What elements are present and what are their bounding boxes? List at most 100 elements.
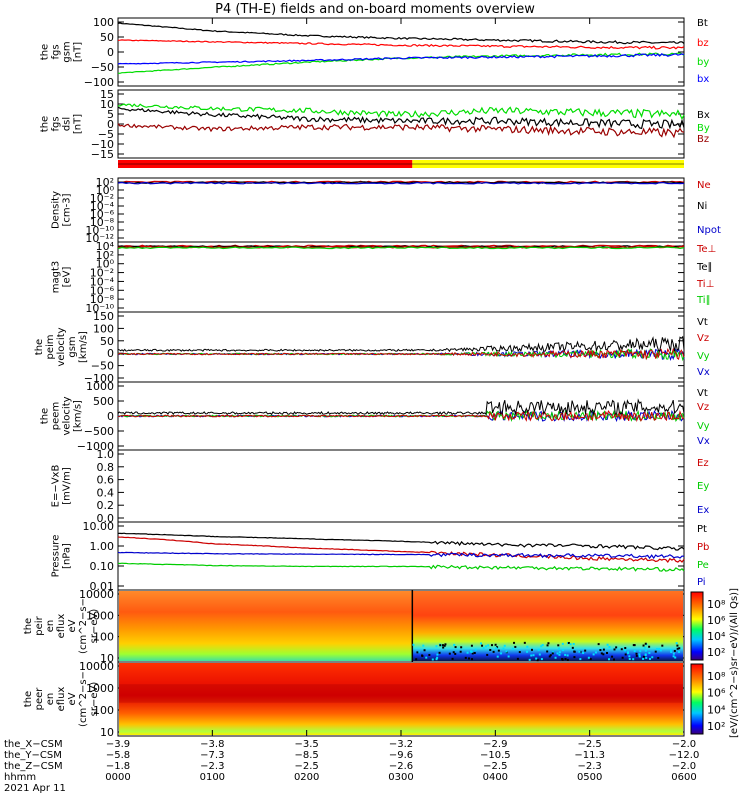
ytick-label: 1000 <box>86 609 114 622</box>
spectrogram-speckle <box>416 651 419 654</box>
legend-Te⊥: Te⊥ <box>696 244 716 255</box>
colorbar-tick: 10² <box>707 646 725 659</box>
xtick-label: −5.8 <box>106 750 130 761</box>
spectrogram-speckle <box>436 653 439 656</box>
spectrogram-speckle <box>490 644 493 647</box>
spectrogram-speckle <box>562 649 565 652</box>
series-Bz <box>117 123 685 139</box>
series-Vt <box>117 335 685 353</box>
spectrogram-speckle <box>573 656 576 659</box>
legend-Ex: Ex <box>697 505 709 516</box>
spectrogram-speckle <box>526 650 529 653</box>
ytick-label: 1000 <box>86 380 114 393</box>
ylabel-line: [eV] <box>62 267 73 288</box>
spectrogram-speckle <box>589 658 592 661</box>
spectrogram-speckle <box>657 657 660 660</box>
spectrogram-speckle <box>643 646 646 649</box>
spectrogram-speckle <box>566 658 569 661</box>
spectrogram-speckle <box>584 649 587 652</box>
legend-Vy: Vy <box>697 351 710 362</box>
spectrogram-speckle <box>557 644 560 647</box>
ylabel-line: peim <box>45 334 56 359</box>
colorbar: 10⁸ 10⁶ 10⁴ 10² <box>690 663 726 735</box>
spectrogram-speckle <box>551 651 554 654</box>
ylabel-line: Density <box>51 191 62 229</box>
ylabel-line: fgs <box>51 44 62 59</box>
ytick-label: 1.0 <box>97 448 115 461</box>
spectrogram-fill-late <box>412 591 683 661</box>
spectrogram-speckle <box>624 653 627 656</box>
spectrogram-speckle <box>417 651 420 654</box>
spectrogram-speckle <box>606 643 609 646</box>
ytick-label: 0.10 <box>90 560 115 573</box>
ylabel: E=−VxB [mV/m] <box>51 465 73 508</box>
series-Vz <box>117 409 685 423</box>
spectrogram-speckle <box>676 647 679 650</box>
spectrogram-speckle <box>507 655 510 658</box>
spectrogram-speckle <box>564 657 567 660</box>
ytick-label: 0.4 <box>97 486 115 499</box>
ylabel-line: (cm^2−s− <box>78 671 89 727</box>
spectrogram-speckle <box>502 647 505 650</box>
ytick-label: 0 <box>107 347 114 360</box>
spectrogram-speckle <box>540 645 543 648</box>
spectrogram-speckle <box>421 654 424 657</box>
spectrogram-speckle <box>528 658 531 661</box>
spectrogram-speckle <box>484 645 487 648</box>
xtick-label: −2.5 <box>578 739 602 750</box>
series-Vz <box>117 348 685 361</box>
xtick-label: −2.0 <box>672 739 696 750</box>
ytick-label: 10⁻⁴ <box>90 200 115 213</box>
ytick-label: 10⁻² <box>90 267 114 280</box>
spectrogram-speckle <box>428 653 431 656</box>
colorbar: 10⁸ 10⁶ 10⁴ 10² <box>690 591 726 661</box>
ytick-label: −50 <box>91 360 114 373</box>
spectrogram-speckle <box>556 652 559 655</box>
ylabel-line: [km/s] <box>78 331 89 363</box>
xtick-label: 0400 <box>483 772 508 783</box>
ytick-label: 10⁻¹⁰ <box>85 224 114 237</box>
xtick-label: −2.3 <box>578 761 602 772</box>
xrow-label: the_X−CSM <box>4 739 63 750</box>
ylabel-line: eV <box>67 619 78 632</box>
spectrogram-speckle <box>611 655 614 658</box>
ylabel-line: peer <box>34 687 45 711</box>
colorbar-tick: 10⁴ <box>707 630 726 643</box>
ylabel: the fgs dsl [nT] <box>40 114 84 134</box>
spectrogram-speckle <box>582 651 585 654</box>
spectrogram-speckle <box>638 655 641 658</box>
spectrogram-speckle <box>495 647 498 650</box>
legend-Vt: Vt <box>697 317 708 328</box>
spectrogram-speckle <box>422 644 425 647</box>
xtick-label: −2.5 <box>295 761 319 772</box>
spectrogram-speckle <box>538 653 541 656</box>
spectrogram-speckle <box>505 650 508 653</box>
ylabel-line: the <box>40 116 51 132</box>
spectrogram-speckle <box>644 649 647 652</box>
spectrogram-speckle <box>620 648 623 651</box>
spectrogram-speckle <box>494 643 497 646</box>
spectrogram-speckle <box>600 652 603 655</box>
ytick-label: 500 <box>93 395 114 408</box>
series-Ti∥ <box>117 246 685 250</box>
ytick-label: 10⁻⁴ <box>90 275 115 288</box>
panel-fgs_gsm: 100 50 0 −50 −100 the fgs gsm [nT] Bt bz by bx <box>40 16 710 89</box>
ylabel-line: (cm^2−s− <box>78 598 89 654</box>
colorbar-tick: 10⁸ <box>707 670 726 683</box>
ytick-label: 10 <box>100 652 114 665</box>
spectrogram-speckle <box>564 653 567 656</box>
colorbar-tick: 10⁶ <box>707 687 726 700</box>
spectrogram-speckle <box>526 645 529 648</box>
legend-Ti∥: Ti∥ <box>696 295 711 306</box>
series-Bx <box>117 106 685 130</box>
legend-bz: bz <box>697 38 709 49</box>
spectrogram-speckle <box>482 647 485 650</box>
ylabel-line: the <box>23 618 34 634</box>
xtick-label: −11.3 <box>574 750 605 761</box>
spectrogram-speckle <box>621 656 624 659</box>
panel-peem_velocity: 1000 500 0 −500 −1000 the peem velocity [km/s] Vt… <box>40 380 710 453</box>
xtick-label: −3.5 <box>295 739 319 750</box>
spectrogram-speckle <box>642 644 645 647</box>
legend-Bx: Bx <box>697 110 710 121</box>
